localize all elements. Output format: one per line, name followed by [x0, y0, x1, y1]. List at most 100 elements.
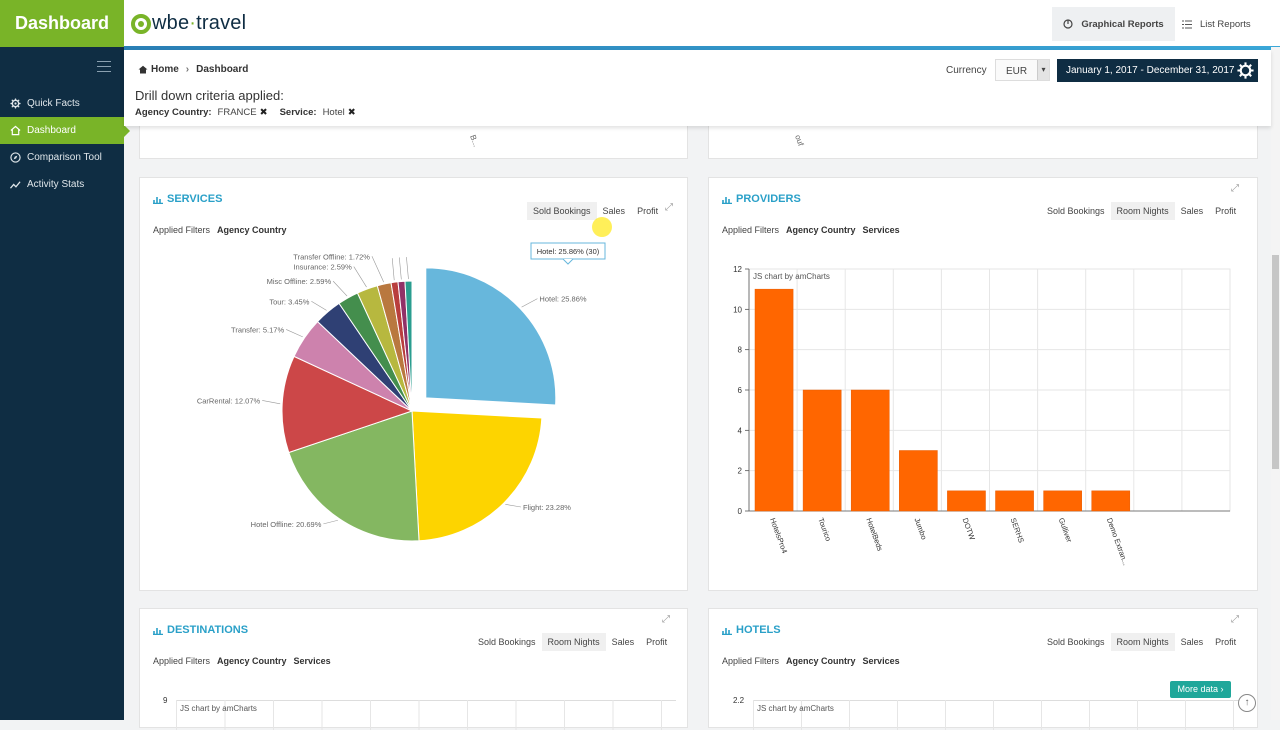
bar — [802, 389, 842, 512]
tab-room-nights[interactable]: Room Nights — [1110, 202, 1175, 220]
providers-bar-chart[interactable]: 0 2 4 6 8 10 12 JS chart by amCharts HotelsPro4 T… — [709, 248, 1257, 588]
amcharts-credit[interactable]: JS chart by amCharts — [180, 704, 257, 713]
pie-slice — [404, 280, 413, 412]
sidebar-item-quick-facts[interactable]: Quick Facts — [0, 90, 124, 117]
subtab-applied-filters[interactable]: Applied Filters — [722, 656, 780, 666]
subtab-agency-country[interactable]: Agency Country — [217, 656, 287, 666]
tooltip-pointer — [562, 258, 574, 265]
panel-title: HOTELS — [722, 624, 781, 636]
expand-icon[interactable]: ⤢ — [665, 202, 673, 213]
bar-chart-icon — [722, 196, 732, 204]
pie-slice-label: Misc Offline: 2.59% — [267, 277, 332, 286]
sidebar-item-comparison-tool[interactable]: Comparison Tool — [0, 144, 124, 171]
metric-tabs: Sold Bookings Room Nights Sales Profit — [1041, 633, 1242, 651]
sidebar-nav: Quick Facts Dashboard Comparison Tool Ac… — [0, 90, 130, 198]
tab-profit[interactable]: Profit — [637, 206, 659, 216]
wbe-travel-logo[interactable]: wbe · travel — [131, 12, 246, 35]
subtab-services[interactable]: Services — [293, 656, 331, 666]
page-scrollbar[interactable] — [1271, 47, 1280, 720]
tab-sales[interactable]: Sales — [611, 637, 635, 647]
sidebar-brand[interactable]: Dashboard — [0, 0, 124, 47]
y-axis-tick-label: 8 — [738, 346, 743, 355]
expand-icon[interactable]: ⤢ — [1231, 614, 1239, 625]
tab-sold-bookings[interactable]: Sold Bookings — [1047, 637, 1105, 647]
amcharts-credit[interactable]: JS chart by amCharts — [757, 704, 834, 713]
sidebar-item-activity-stats[interactable]: Activity Stats — [0, 171, 124, 198]
amcharts-credit: JS chart by amCharts — [753, 272, 830, 281]
panel-title: PROVIDERS — [722, 193, 801, 205]
services-pie-chart[interactable]: Hotel: 25.86% Flight: 23.28% Hotel Offline… — [140, 228, 687, 588]
date-range-picker[interactable]: January 1, 2017 - December 31, 2017 — [1057, 59, 1258, 82]
x-axis-tick-label: Gulliver — [1057, 517, 1074, 544]
more-data-button[interactable]: More data › — [1170, 681, 1231, 698]
y-axis-tick-label: 6 — [738, 386, 743, 395]
subtab-applied-filters[interactable]: Applied Filters — [153, 656, 211, 666]
y-axis-tick-label: 10 — [733, 305, 742, 314]
tab-profit[interactable]: Profit — [1215, 206, 1237, 216]
logo-text: travel — [196, 12, 247, 34]
sidebar-item-dashboard[interactable]: Dashboard — [0, 117, 130, 144]
tab-profit[interactable]: Profit — [646, 637, 668, 647]
providers-panel: PROVIDERS ⤢ Sold Bookings Room Nights Sa… — [708, 177, 1258, 591]
filter-value: FRANCE — [217, 107, 257, 118]
svg-text:ouf: ouf — [793, 134, 806, 148]
subtab-applied-filters[interactable]: Applied Filters — [722, 225, 780, 235]
tab-sales[interactable]: Sales — [1180, 637, 1204, 647]
remove-filter-icon[interactable]: ✖ — [347, 107, 356, 118]
services-panel: SERVICES Sold Bookings Sales Profit ⤢ Ap… — [139, 177, 688, 591]
hamburger-menu-icon[interactable] — [97, 61, 111, 72]
tab-sold-bookings[interactable]: Sold Bookings — [527, 202, 597, 220]
panel-title: SERVICES — [153, 193, 222, 205]
drilldown-subtabs: Applied Filters Agency Country Services — [722, 225, 907, 235]
tab-sold-bookings[interactable]: Sold Bookings — [1047, 206, 1105, 216]
list-reports-tab[interactable]: List Reports — [1182, 7, 1262, 41]
subtab-services[interactable]: Services — [862, 656, 900, 666]
pie-label-line — [262, 400, 281, 405]
scrollbar-thumb[interactable] — [1272, 255, 1279, 469]
pie-slice-label: Hotel: 25.86% — [539, 295, 586, 304]
tab-room-nights[interactable]: Room Nights — [541, 633, 606, 651]
logo-dot: · — [189, 12, 197, 34]
pie-slice-label: Flight: 23.28% — [523, 503, 571, 512]
gear-icon[interactable] — [1236, 61, 1255, 80]
tab-room-nights[interactable]: Room Nights — [1110, 633, 1175, 651]
pie-slice-label: Tour: 3.45% — [269, 297, 309, 306]
drilldown-subtabs: Applied Filters Agency Country Services — [722, 656, 907, 666]
tab-sales[interactable]: Sales — [602, 206, 626, 216]
subtab-agency-country[interactable]: Agency Country — [786, 656, 856, 666]
subtab-applied-filters[interactable]: Applied Filters — [153, 225, 211, 235]
drilldown-subtabs: Applied Filters Agency Country Services — [153, 656, 338, 666]
bar — [754, 288, 794, 512]
pie-slice — [411, 410, 543, 542]
breadcrumb-home[interactable]: Home — [151, 64, 179, 75]
y-axis-tick-label: 2 — [738, 467, 743, 476]
graphical-reports-tab[interactable]: Graphical Reports — [1052, 7, 1175, 41]
subtab-agency-country[interactable]: Agency Country — [786, 225, 856, 235]
expand-icon[interactable]: ⤢ — [662, 614, 670, 625]
logo-ring-icon — [131, 13, 151, 34]
pie-label-line — [399, 257, 402, 280]
scroll-to-top-button[interactable]: ↑ — [1238, 694, 1256, 712]
pie-label-line — [323, 519, 338, 525]
filter-value: Hotel — [322, 107, 345, 118]
bar — [1043, 490, 1082, 512]
top-bar: wbe · travel Graphical Reports List Report… — [124, 0, 1280, 47]
y-axis-tick-label: 12 — [733, 265, 742, 274]
tab-sold-bookings[interactable]: Sold Bookings — [478, 637, 536, 647]
remove-filter-icon[interactable]: ✖ — [259, 107, 268, 118]
svg-text:B...: B... — [468, 134, 481, 148]
bar — [899, 450, 938, 512]
drill-down-title: Drill down criteria applied: — [135, 88, 284, 103]
bar — [947, 490, 986, 512]
home-icon — [138, 65, 148, 74]
tab-sales[interactable]: Sales — [1180, 206, 1204, 216]
sidebar-item-label: Quick Facts — [27, 98, 80, 109]
panel-title-text: PROVIDERS — [736, 193, 801, 205]
sidebar-item-label: Dashboard — [27, 125, 76, 136]
subtab-agency-country[interactable]: Agency Country — [217, 225, 287, 235]
subtab-services[interactable]: Services — [862, 225, 900, 235]
applied-filters: Agency Country: FRANCE ✖ Service: Hotel … — [135, 107, 368, 118]
expand-icon[interactable]: ⤢ — [1231, 183, 1239, 194]
currency-select[interactable]: EUR ▾ — [995, 59, 1050, 81]
tab-profit[interactable]: Profit — [1215, 637, 1237, 647]
